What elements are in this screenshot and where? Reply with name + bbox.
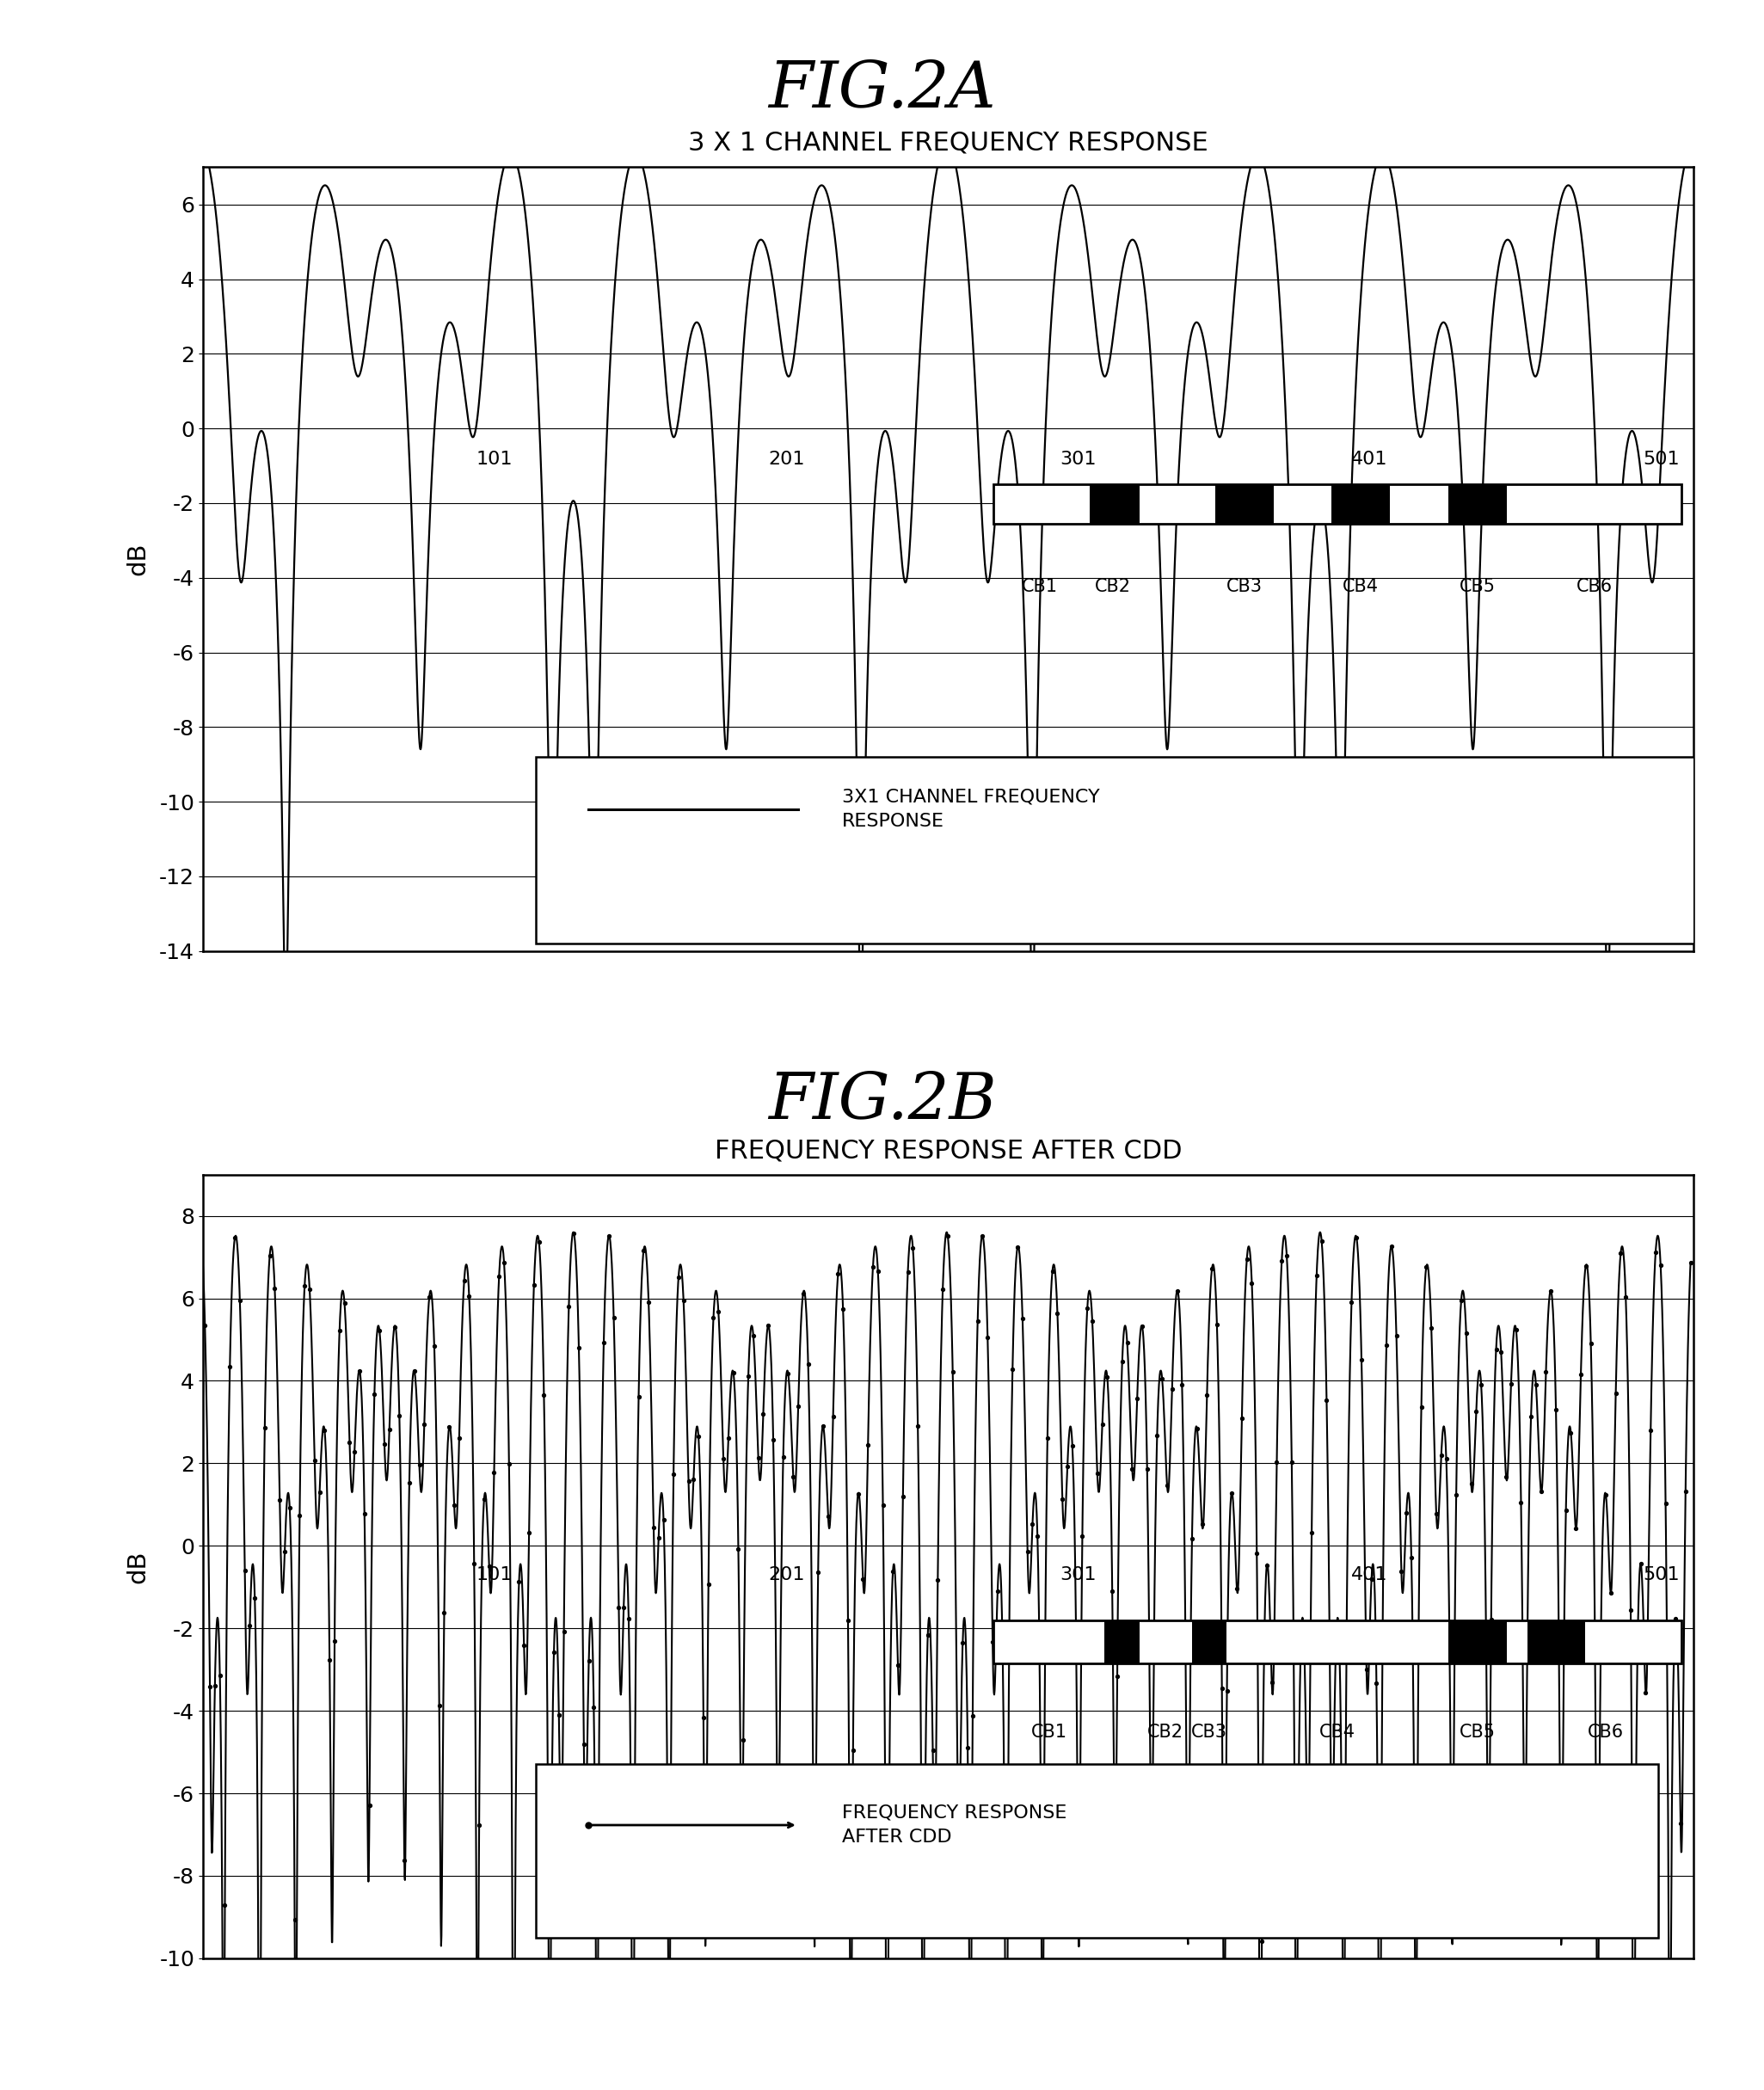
Bar [1448,1620,1506,1664]
Text: 201: 201 [767,1568,804,1584]
Text: 101: 101 [476,451,513,468]
Bar [1192,1620,1226,1664]
Bar [536,757,1760,943]
Text: CB2: CB2 [1095,577,1131,596]
Text: 501: 501 [1642,1568,1679,1584]
Title: 3 X 1 CHANNEL FREQUENCY RESPONSE: 3 X 1 CHANNEL FREQUENCY RESPONSE [688,132,1208,155]
Text: CB1: CB1 [1030,1722,1067,1741]
Text: CB1: CB1 [1021,577,1058,596]
Text: CB4: CB4 [1319,1722,1355,1741]
Text: CB5: CB5 [1459,577,1496,596]
Bar [993,485,1681,525]
Text: 401: 401 [1351,1568,1388,1584]
Text: CB6: CB6 [1588,1722,1625,1741]
Y-axis label: dB: dB [125,543,150,575]
Bar [1090,485,1140,525]
Bar [1448,485,1506,525]
Text: FIG.2A: FIG.2A [767,59,997,121]
Bar [536,1764,1658,1937]
Text: 401: 401 [1351,451,1388,468]
Bar [1332,485,1390,525]
Text: CB6: CB6 [1577,577,1612,596]
Text: FREQUENCY RESPONSE
AFTER CDD: FREQUENCY RESPONSE AFTER CDD [841,1804,1067,1845]
Text: CB5: CB5 [1459,1722,1496,1741]
Text: FIG.2B: FIG.2B [767,1070,997,1133]
Bar [1528,1620,1586,1664]
Text: 201: 201 [767,451,804,468]
Text: 501: 501 [1642,451,1679,468]
Text: CB2: CB2 [1147,1722,1184,1741]
Text: CB3: CB3 [1226,577,1263,596]
Bar [1215,485,1274,525]
Y-axis label: dB: dB [125,1551,150,1582]
Bar [993,1620,1681,1664]
Title: FREQUENCY RESPONSE AFTER CDD: FREQUENCY RESPONSE AFTER CDD [714,1139,1182,1162]
Bar [1104,1620,1140,1664]
Text: CB3: CB3 [1191,1722,1228,1741]
Text: CB4: CB4 [1342,577,1379,596]
Text: 101: 101 [476,1568,513,1584]
Text: 301: 301 [1060,1568,1095,1584]
Text: 301: 301 [1060,451,1095,468]
Text: 3X1 CHANNEL FREQUENCY
RESPONSE: 3X1 CHANNEL FREQUENCY RESPONSE [841,788,1099,830]
